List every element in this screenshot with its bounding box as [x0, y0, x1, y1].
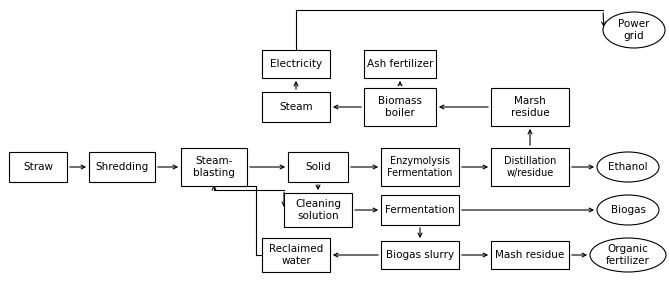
Ellipse shape	[603, 12, 665, 48]
FancyBboxPatch shape	[491, 148, 569, 186]
Text: Steam-
blasting: Steam- blasting	[193, 156, 235, 178]
FancyBboxPatch shape	[181, 148, 247, 186]
Text: Cleaning
solution: Cleaning solution	[295, 199, 341, 221]
FancyBboxPatch shape	[381, 241, 459, 269]
Text: Marsh
residue: Marsh residue	[510, 96, 549, 118]
FancyBboxPatch shape	[284, 193, 352, 227]
Text: Biomass
boiler: Biomass boiler	[378, 96, 422, 118]
Text: Shredding: Shredding	[96, 162, 149, 172]
FancyBboxPatch shape	[262, 238, 330, 272]
Text: Straw: Straw	[23, 162, 53, 172]
FancyBboxPatch shape	[262, 92, 330, 122]
Ellipse shape	[597, 152, 659, 182]
Text: Solid: Solid	[305, 162, 330, 172]
Text: Mash residue: Mash residue	[495, 250, 565, 260]
Text: Distillation
w/residue: Distillation w/residue	[504, 156, 556, 178]
Text: Fermentation: Fermentation	[385, 205, 455, 215]
Text: Electricity: Electricity	[270, 59, 322, 69]
Text: Biogas: Biogas	[611, 205, 646, 215]
FancyBboxPatch shape	[364, 88, 436, 126]
Ellipse shape	[590, 238, 666, 272]
Text: Organic
fertilizer: Organic fertilizer	[606, 244, 650, 266]
FancyBboxPatch shape	[364, 50, 436, 78]
FancyBboxPatch shape	[381, 148, 459, 186]
Text: Enzymolysis
Fermentation: Enzymolysis Fermentation	[387, 156, 453, 178]
FancyBboxPatch shape	[288, 152, 348, 182]
Text: Reclaimed
water: Reclaimed water	[269, 244, 323, 266]
FancyBboxPatch shape	[381, 195, 459, 225]
Text: Steam: Steam	[279, 102, 313, 112]
FancyBboxPatch shape	[491, 241, 569, 269]
FancyBboxPatch shape	[89, 152, 155, 182]
Text: Ash fertilizer: Ash fertilizer	[367, 59, 434, 69]
Ellipse shape	[597, 195, 659, 225]
FancyBboxPatch shape	[262, 50, 330, 78]
FancyBboxPatch shape	[491, 88, 569, 126]
FancyBboxPatch shape	[9, 152, 67, 182]
Text: Ethanol: Ethanol	[608, 162, 648, 172]
Text: Power
grid: Power grid	[618, 19, 650, 41]
Text: Biogas slurry: Biogas slurry	[386, 250, 454, 260]
